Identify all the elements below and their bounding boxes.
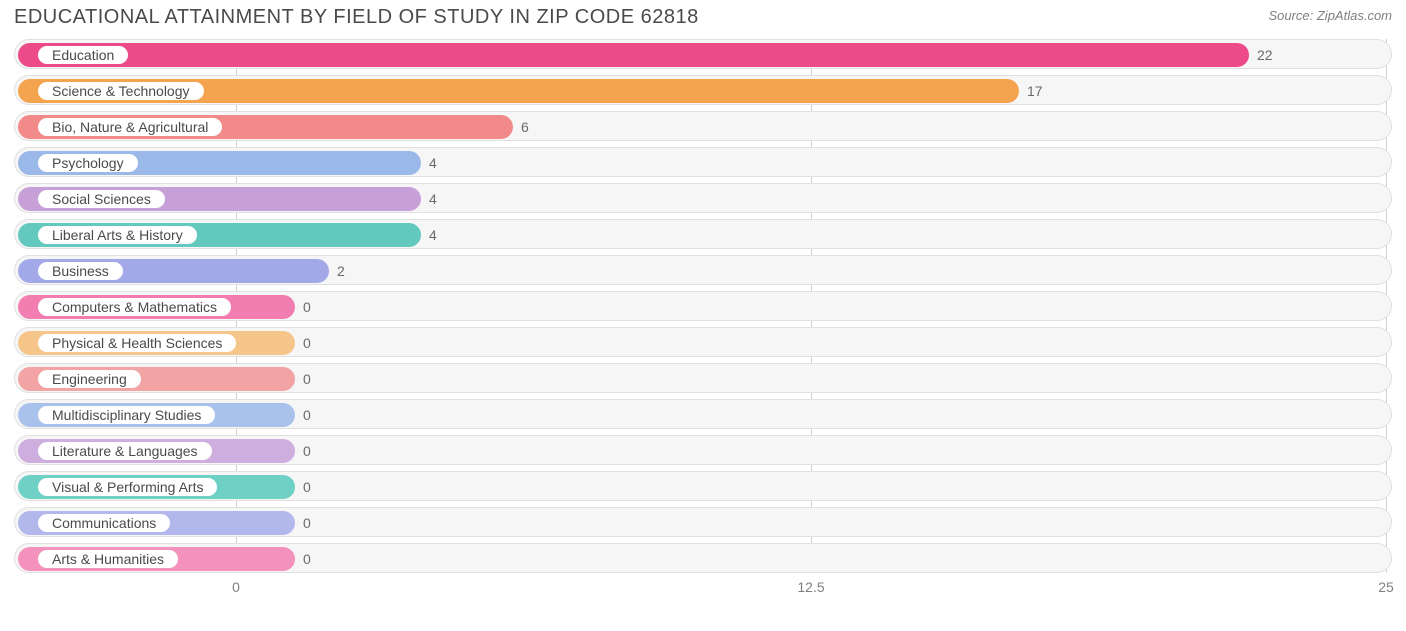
bar-row: Multidisciplinary Studies 0	[14, 399, 1392, 429]
bar-label-pill: Literature & Languages	[35, 439, 215, 463]
bar-value-label: 0	[295, 328, 311, 358]
bar-label-pill: Multidisciplinary Studies	[35, 403, 218, 427]
bar-label-pill: Science & Technology	[35, 79, 207, 103]
bar-row: Visual & Performing Arts 0	[14, 471, 1392, 501]
bar-value-label: 17	[1019, 76, 1043, 106]
bar-value-label: 0	[295, 472, 311, 502]
bar-row: Business 2	[14, 255, 1392, 285]
bar-value-label: 0	[295, 400, 311, 430]
bar-label-pill: Liberal Arts & History	[35, 223, 200, 247]
chart-title: EDUCATIONAL ATTAINMENT BY FIELD OF STUDY…	[14, 6, 699, 29]
bar-label-pill: Communications	[35, 511, 173, 535]
bar-fill	[18, 43, 1249, 67]
bar-label-pill: Engineering	[35, 367, 144, 391]
bar-value-label: 22	[1249, 40, 1273, 70]
bar-label-pill: Social Sciences	[35, 187, 168, 211]
bar-rows: Education 22 Science & Technology 17 Bio, Na…	[14, 39, 1392, 573]
bar-value-label: 4	[421, 184, 437, 214]
chart-source: Source: ZipAtlas.com	[1268, 8, 1392, 23]
bar-value-label: 0	[295, 508, 311, 538]
bar-row: Science & Technology 17	[14, 75, 1392, 105]
x-axis: 0 12.5 25	[14, 579, 1392, 603]
bar-label-pill: Business	[35, 259, 126, 283]
bar-label-pill: Arts & Humanities	[35, 547, 181, 571]
bar-value-label: 4	[421, 148, 437, 178]
bar-value-label: 0	[295, 436, 311, 466]
bar-row: Computers & Mathematics 0	[14, 291, 1392, 321]
bar-label-pill: Visual & Performing Arts	[35, 475, 220, 499]
x-axis-tick-label: 0	[232, 579, 240, 595]
bar-row: Engineering 0	[14, 363, 1392, 393]
x-axis-tick-label: 25	[1378, 579, 1394, 595]
bar-label-pill: Bio, Nature & Agricultural	[35, 115, 225, 139]
bar-row: Psychology 4	[14, 147, 1392, 177]
chart-header: EDUCATIONAL ATTAINMENT BY FIELD OF STUDY…	[0, 0, 1406, 39]
bar-label-pill: Education	[35, 43, 131, 67]
bar-value-label: 0	[295, 544, 311, 574]
bar-row: Arts & Humanities 0	[14, 543, 1392, 573]
bar-value-label: 2	[329, 256, 345, 286]
chart-area: Education 22 Science & Technology 17 Bio, Na…	[0, 39, 1406, 573]
bar-row: Liberal Arts & History 4	[14, 219, 1392, 249]
bar-value-label: 4	[421, 220, 437, 250]
bar-row: Communications 0	[14, 507, 1392, 537]
bar-row: Physical & Health Sciences 0	[14, 327, 1392, 357]
bar-row: Bio, Nature & Agricultural 6	[14, 111, 1392, 141]
bar-label-pill: Physical & Health Sciences	[35, 331, 239, 355]
bar-value-label: 0	[295, 364, 311, 394]
bar-value-label: 0	[295, 292, 311, 322]
bar-row: Social Sciences 4	[14, 183, 1392, 213]
x-axis-tick-label: 12.5	[797, 579, 824, 595]
bar-value-label: 6	[513, 112, 529, 142]
bar-row: Literature & Languages 0	[14, 435, 1392, 465]
bar-label-pill: Computers & Mathematics	[35, 295, 234, 319]
bar-label-pill: Psychology	[35, 151, 141, 175]
bar-row: Education 22	[14, 39, 1392, 69]
